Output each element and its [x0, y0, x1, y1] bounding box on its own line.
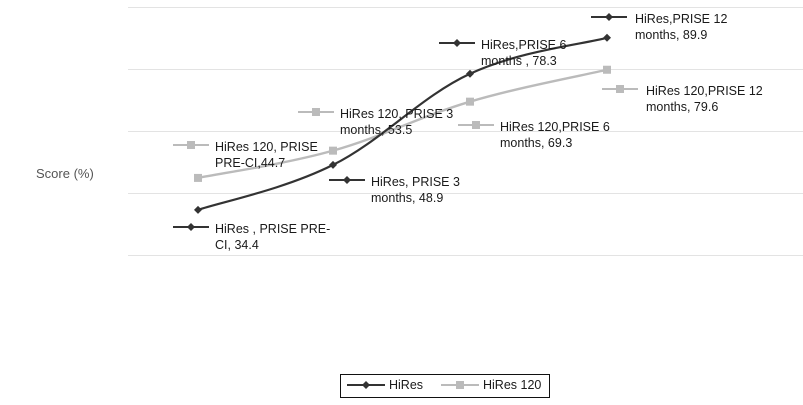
- legend-item-hires-120: HiRes 120: [441, 378, 541, 392]
- data-label-text: HiRes 120, PRISE 3 months, 53.5: [340, 107, 453, 137]
- data-label-line-text: months, 69.3: [500, 136, 572, 150]
- gridlines: [128, 7, 803, 256]
- data-point-diamond: [194, 205, 202, 214]
- data-label-marker: [616, 85, 624, 93]
- data-label-text: HiRes,PRISE 12 months, 89.9: [635, 12, 727, 42]
- data-label-line-text: HiRes 120,PRISE 6: [500, 120, 610, 134]
- legend-label-hires: HiRes: [389, 378, 424, 392]
- data-label: HiRes 120,PRISE 6 months, 69.3: [458, 120, 610, 150]
- data-label-text: HiRes 120,PRISE 12 months, 79.6: [646, 84, 763, 114]
- data-label-marker: [187, 223, 195, 231]
- data-label-line-text: months, 53.5: [340, 123, 412, 137]
- data-point-square: [466, 97, 474, 106]
- data-label: HiRes,PRISE 12 months, 89.9: [591, 12, 727, 42]
- data-label-line-text: HiRes 120, PRISE 3: [340, 107, 453, 121]
- data-label-line-text: HiRes 120,PRISE 12: [646, 84, 763, 98]
- data-labels: HiRes , PRISE PRE- CI, 34.4 HiRes, PRISE 3…: [173, 12, 763, 252]
- data-label-line-text: HiRes 120, PRISE: [215, 140, 318, 154]
- data-label-line-text: PRE-CI,44.7: [215, 156, 285, 170]
- data-label-marker: [343, 176, 351, 184]
- legend: HiRes HiRes 120: [340, 374, 550, 398]
- data-label-marker: [472, 121, 480, 129]
- data-label-line-text: CI, 34.4: [215, 238, 259, 252]
- y-axis-label: Score (%): [36, 166, 94, 181]
- data-label-marker: [453, 39, 461, 47]
- data-point-diamond: [603, 33, 611, 42]
- series-markers: [194, 33, 611, 214]
- legend-item-hires: HiRes: [347, 378, 423, 392]
- data-label: HiRes 120, PRISE 3 months, 53.5: [298, 107, 453, 137]
- data-label: HiRes 120, PRISE PRE-CI,44.7: [173, 140, 318, 170]
- data-label-line-text: HiRes,PRISE 12: [635, 12, 727, 26]
- data-label-line-text: HiRes,PRISE 6: [481, 38, 566, 52]
- data-point-square: [603, 65, 611, 74]
- data-label: HiRes 120,PRISE 12 months, 79.6: [602, 84, 763, 114]
- data-label-line-text: months, 89.9: [635, 28, 707, 42]
- legend-line-diamond-icon: [347, 381, 385, 389]
- series-line-hires: [197, 36, 608, 211]
- data-label: HiRes, PRISE 3 months, 48.9: [329, 175, 460, 205]
- data-label-line-text: HiRes, PRISE 3: [371, 175, 460, 189]
- legend-label-hires-120: HiRes 120: [483, 378, 542, 392]
- series-lines: [197, 36, 608, 211]
- data-point-square: [329, 146, 337, 155]
- data-label: HiRes,PRISE 6 months , 78.3: [439, 38, 566, 68]
- data-label-line-text: months, 79.6: [646, 100, 718, 114]
- data-label-marker: [187, 141, 195, 149]
- data-point-square: [194, 173, 202, 182]
- data-label-text: HiRes, PRISE 3 months, 48.9: [371, 175, 460, 205]
- data-label-line-text: HiRes , PRISE PRE-: [215, 222, 330, 236]
- data-label-marker: [605, 13, 613, 21]
- data-label-text: HiRes 120, PRISE PRE-CI,44.7: [215, 140, 318, 170]
- data-point-diamond: [466, 69, 474, 78]
- legend-line-square-icon: [441, 381, 479, 389]
- data-label-text: HiRes,PRISE 6 months , 78.3: [481, 38, 566, 68]
- data-label-text: HiRes , PRISE PRE- CI, 34.4: [215, 222, 330, 252]
- data-label-line-text: months , 78.3: [481, 54, 557, 68]
- data-label-marker: [312, 108, 320, 116]
- data-point-diamond: [329, 160, 337, 169]
- data-label: HiRes , PRISE PRE- CI, 34.4: [173, 222, 330, 252]
- series-line-hires-120: [197, 68, 608, 180]
- data-label-line-text: months, 48.9: [371, 191, 443, 205]
- data-label-text: HiRes 120,PRISE 6 months, 69.3: [500, 120, 610, 150]
